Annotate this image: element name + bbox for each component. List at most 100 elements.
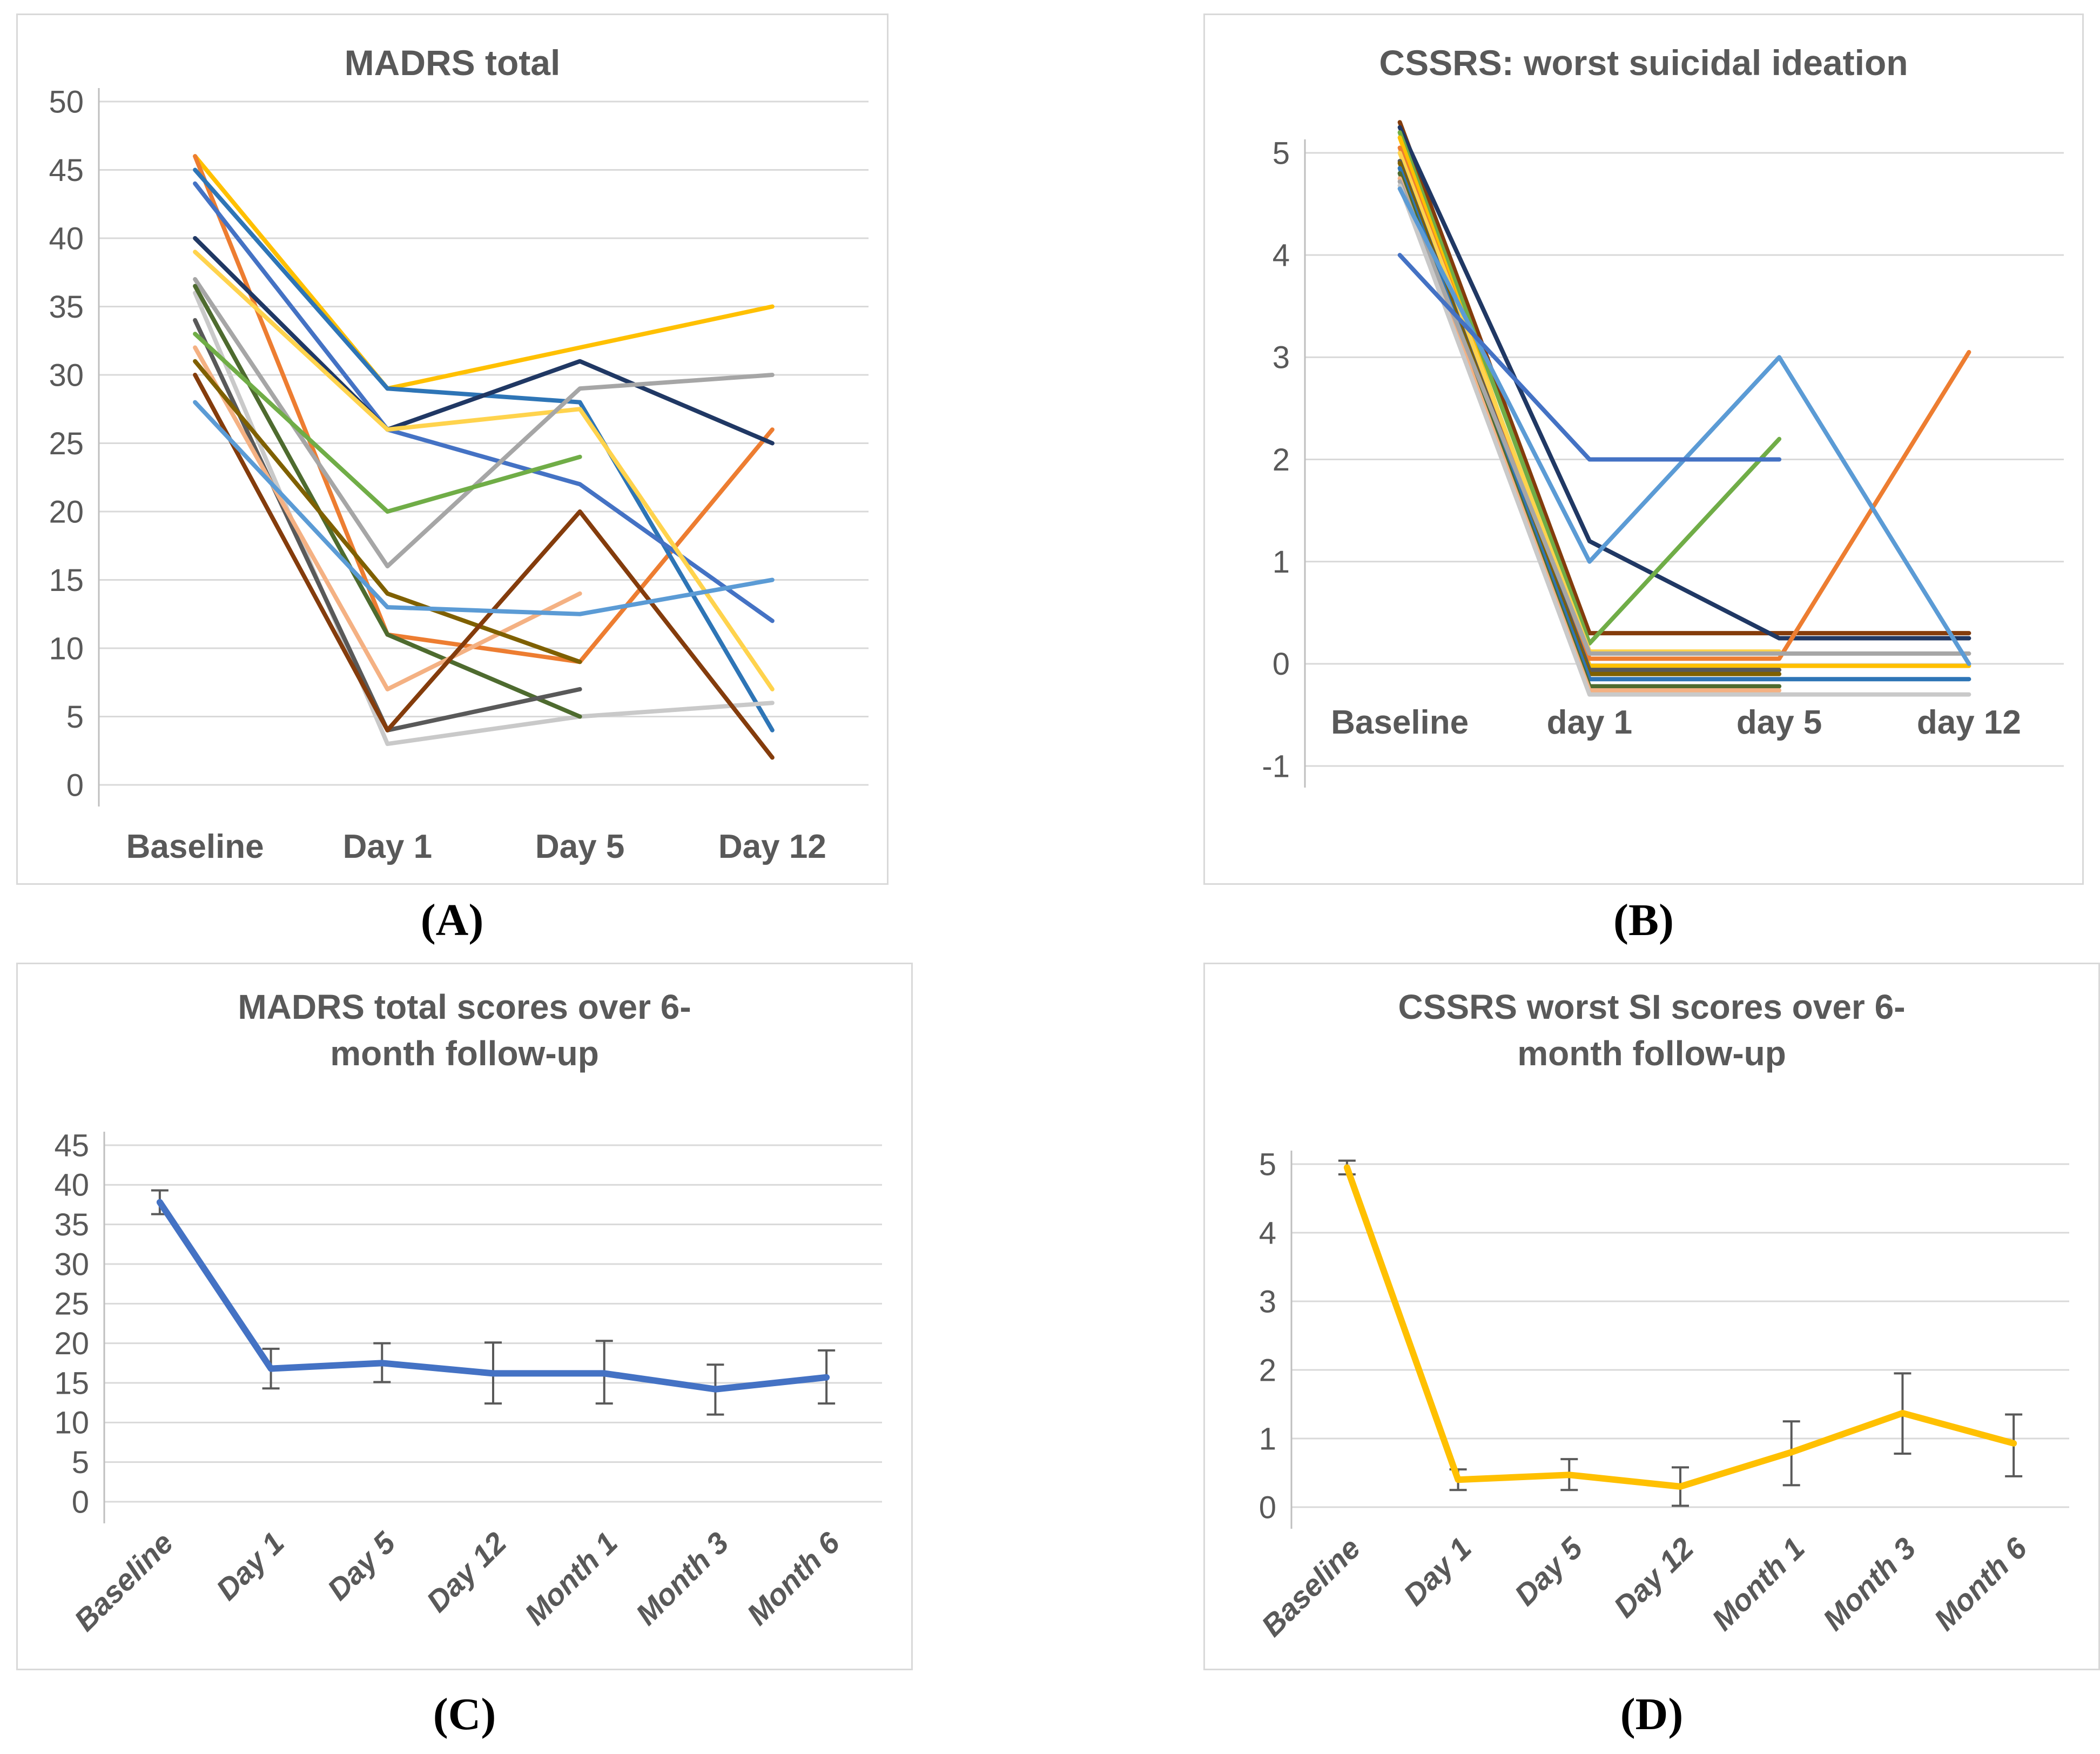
x-category-label: Baseline — [126, 828, 264, 865]
y-tick-label: 45 — [54, 1128, 89, 1163]
x-category-label: day 5 — [1736, 704, 1822, 741]
series-patient-13 — [1397, 183, 1971, 697]
x-category-label: Baseline — [68, 1525, 179, 1637]
panel-label-d: (D) — [1620, 1689, 1684, 1739]
chart-c-title: MADRS total scores over 6- month follow-… — [18, 984, 911, 1077]
series-patient-3 — [1397, 130, 1782, 646]
y-tick-label: 5 — [1259, 1147, 1276, 1182]
series-patient-12 — [1397, 179, 1971, 656]
x-category-label: Day 1 — [210, 1525, 291, 1607]
panel-cssrs-followup: 0 1 2 3 4 5 Baseline Day 1 Day 5 Day 12 Month 1 Mon… — [1203, 963, 2100, 1670]
chart-c-title-line1: MADRS total scores over 6- — [238, 987, 691, 1026]
x-category-label: Day 5 — [1508, 1530, 1590, 1612]
y-tick-label: 35 — [54, 1207, 89, 1242]
series-patient-9 — [1397, 166, 1971, 682]
series-patient-13 — [193, 359, 582, 664]
y-tick-label: 3 — [1259, 1284, 1276, 1319]
mean-line — [1343, 1164, 2017, 1490]
x-category-label: Month 1 — [518, 1525, 624, 1631]
y-tick-label: 20 — [54, 1326, 89, 1361]
y-tick-label: 0 — [66, 768, 84, 803]
mean-line — [156, 1199, 830, 1393]
series-group — [193, 154, 775, 760]
y-tick-label: 45 — [49, 153, 84, 188]
y-tick-label: 0 — [1259, 1490, 1276, 1525]
y-tick-label: 15 — [54, 1366, 89, 1401]
y-tick-label: 1 — [1259, 1421, 1276, 1456]
panel-label-a: (A) — [420, 895, 484, 945]
x-category-label: Day 12 — [420, 1525, 513, 1618]
error-bars — [1338, 1159, 2023, 1507]
x-category-label: Month 3 — [629, 1525, 735, 1631]
panel-madrs-followup: 0 5 10 15 20 25 30 35 40 45 Baseline Day 1 Day 5 Day … — [16, 963, 913, 1670]
x-category-label: day 1 — [1547, 704, 1633, 741]
y-tick-label: 25 — [49, 426, 84, 461]
panel-label-c: (C) — [433, 1689, 496, 1739]
series-patient-14 — [1397, 186, 1971, 666]
chart-d-title-line1: CSSRS worst SI scores over 6- — [1398, 987, 1906, 1026]
series-patient-12 — [193, 345, 582, 691]
chart-d-title-line2: month follow-up — [1517, 1034, 1786, 1073]
panel-cssrs-individual: -1 0 1 2 3 4 5 Baseline day 1 day 5 day 12 CSSRS: … — [1203, 14, 2084, 885]
panel-label-b: (B) — [1613, 895, 1674, 945]
x-category-label: Day 5 — [535, 828, 624, 865]
y-tick-label: 30 — [49, 358, 84, 393]
y-tick-label: -1 — [1262, 749, 1290, 784]
gridlines — [104, 1144, 882, 1503]
chart-b-title: CSSRS: worst suicidal ideation — [1379, 43, 1908, 83]
y-tick-label: 2 — [1273, 442, 1290, 478]
chart-c-title-line2: month follow-up — [330, 1034, 599, 1073]
y-tick-label: 40 — [54, 1168, 89, 1203]
x-category-label: Day 5 — [321, 1525, 402, 1607]
y-tick-label: 0 — [1273, 647, 1290, 682]
chart-c-plot: 0 5 10 15 20 25 30 35 40 45 Baseline Day 1 Day 5 Day … — [54, 1128, 882, 1637]
chart-a-title: MADRS total — [344, 43, 561, 83]
chart-d-title: CSSRS worst SI scores over 6- month foll… — [1205, 984, 2098, 1077]
y-tick-label: 25 — [54, 1287, 89, 1322]
y-tick-label: 0 — [72, 1484, 89, 1520]
y-tick-label: 2 — [1259, 1353, 1276, 1388]
x-category-label: day 12 — [1917, 704, 2021, 741]
y-tick-label: 40 — [49, 221, 84, 256]
series-patient-4 — [193, 181, 775, 623]
x-category-label: Baseline — [1255, 1531, 1367, 1643]
series-patient-1 — [193, 154, 775, 391]
y-tick-label: 4 — [1259, 1215, 1276, 1251]
series-group — [1397, 120, 1971, 697]
y-tick-label: 10 — [49, 631, 84, 666]
x-category-label: Month 3 — [1816, 1531, 1922, 1637]
y-tick-label: 20 — [49, 494, 84, 529]
y-tick-label: 15 — [49, 563, 84, 598]
x-category-label: Day 12 — [1607, 1531, 1700, 1624]
y-tick-label: 3 — [1273, 340, 1290, 375]
x-category-label: Month 6 — [1927, 1530, 2034, 1637]
chart-a-plot: 0 5 10 15 20 25 30 35 40 45 50 Baseline Day 1 Day 5 Da… — [49, 84, 869, 865]
series-patient-6 — [193, 250, 775, 691]
series-patient-15 — [1397, 253, 1782, 462]
x-category-label: Day 12 — [718, 828, 826, 865]
y-tick-label: 50 — [49, 84, 84, 119]
y-tick-label: 1 — [1273, 545, 1290, 580]
series-patient-11 — [193, 332, 582, 514]
y-tick-label: 5 — [72, 1445, 89, 1480]
series-patient-5 — [193, 236, 775, 446]
y-tick-label: 35 — [49, 290, 84, 325]
y-tick-label: 10 — [54, 1406, 89, 1441]
x-category-label: Month 6 — [740, 1525, 846, 1631]
y-tick-label: 4 — [1273, 238, 1290, 273]
x-category-label: Day 1 — [1397, 1531, 1478, 1612]
x-category-label: Day 1 — [343, 828, 432, 865]
x-category-label: Baseline — [1331, 704, 1469, 741]
series-patient-14 — [193, 373, 775, 760]
series-patient-9 — [193, 284, 582, 719]
chart-b-plot: -1 0 1 2 3 4 5 Baseline day 1 day 5 day 12 — [1262, 120, 2064, 788]
series-patient-15 — [193, 400, 775, 616]
y-tick-label: 5 — [66, 700, 84, 735]
series-patient-2 — [1397, 125, 1971, 641]
series-patient-6 — [1397, 151, 1782, 654]
x-category-label: Month 1 — [1705, 1531, 1811, 1637]
y-tick-label: 30 — [54, 1247, 89, 1282]
panel-madrs-individual: 0 5 10 15 20 25 30 35 40 45 50 Baseline Day 1 Day 5 Da… — [16, 14, 889, 885]
y-tick-label: 5 — [1273, 136, 1290, 171]
